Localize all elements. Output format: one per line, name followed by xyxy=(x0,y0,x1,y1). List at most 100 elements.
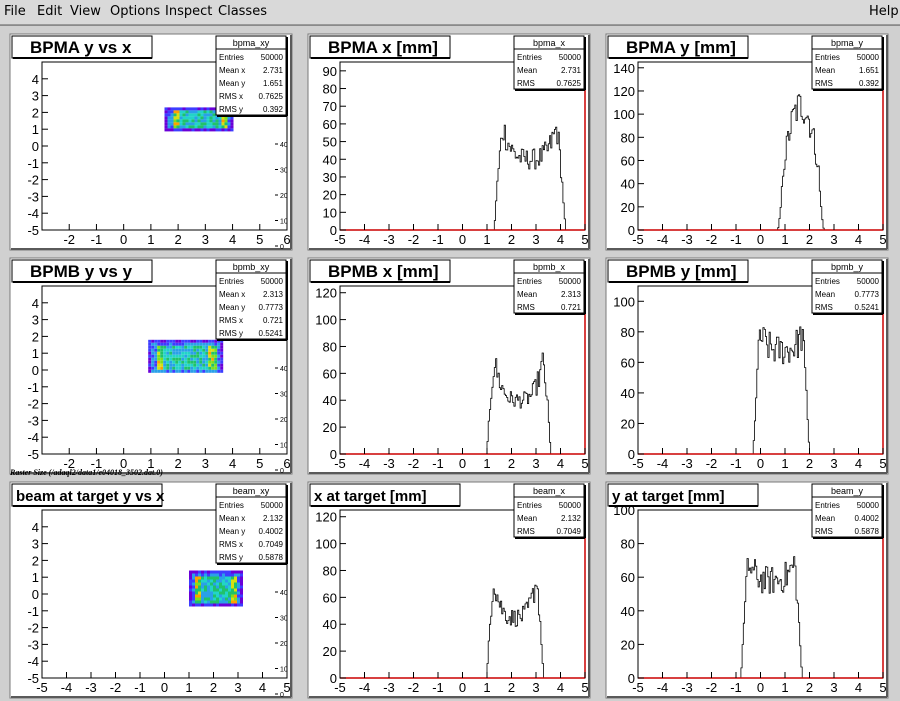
y-tick-label: 0 xyxy=(628,223,635,238)
x-tick-label: -1 xyxy=(730,456,742,471)
menu-file[interactable]: File xyxy=(4,4,26,19)
heatmap-cell xyxy=(175,342,179,346)
stats-key: Mean x xyxy=(219,66,245,75)
y-tick-label: -1 xyxy=(27,156,39,171)
heatmap-cell xyxy=(216,579,219,583)
heatmap-cell xyxy=(216,588,219,592)
heatmap-cell xyxy=(196,360,200,364)
heatmap-cell xyxy=(148,345,152,349)
heatmap-cell xyxy=(231,573,234,577)
heatmap-cell xyxy=(227,119,231,123)
stats-name: bpma_x xyxy=(533,38,566,48)
heatmap-cell xyxy=(224,122,228,126)
heatmap-cell xyxy=(224,128,228,132)
heatmap-cell xyxy=(198,582,201,586)
heatmap-cell xyxy=(166,363,170,367)
heatmap-cell xyxy=(208,369,212,373)
heatmap-cell xyxy=(216,591,219,595)
chart-title: BPMA y [mm] xyxy=(626,38,736,57)
heatmap-cell xyxy=(230,128,234,132)
heatmap-cell xyxy=(193,357,197,361)
heatmap-cell xyxy=(179,113,183,117)
heatmap-cell xyxy=(211,363,215,367)
heatmap-cell xyxy=(213,582,216,586)
heatmap-cell xyxy=(199,369,203,373)
x-tick-label: -2 xyxy=(110,680,122,695)
heatmap-cell xyxy=(184,357,188,361)
heatmap-cell xyxy=(189,603,192,607)
y-tick-label: 50 xyxy=(323,135,337,150)
heatmap-cell xyxy=(200,119,204,123)
x-tick-label: 4 xyxy=(229,456,236,471)
heatmap-cell xyxy=(230,125,234,129)
stats-value: 0.7049 xyxy=(557,527,582,536)
y-tick-label: 100 xyxy=(315,313,337,328)
heatmap-cell xyxy=(206,128,210,132)
menu-bar: File Edit View Options Inspect Classes H… xyxy=(0,0,900,25)
heatmap-cell xyxy=(193,369,197,373)
x-tick-label: 0 xyxy=(459,232,466,247)
heatmap-cell xyxy=(227,125,231,129)
heatmap-cell xyxy=(228,588,231,592)
heatmap-cell xyxy=(167,107,171,111)
y-tick-label: 2 xyxy=(32,105,39,120)
heatmap-cell xyxy=(199,351,203,355)
y-tick-label: 70 xyxy=(323,99,337,114)
heatmap-cell xyxy=(194,110,198,114)
heatmap-cell xyxy=(151,354,155,358)
menu-classes[interactable]: Classes xyxy=(218,4,267,19)
stats-box xyxy=(513,483,585,538)
heatmap-cell xyxy=(212,113,216,117)
heatmap-cell xyxy=(175,360,179,364)
heatmap-cell xyxy=(231,600,234,604)
menu-help[interactable]: Help xyxy=(869,4,899,19)
heatmap-cell xyxy=(214,342,218,346)
heatmap-cell xyxy=(160,345,164,349)
heatmap-cell xyxy=(198,573,201,577)
heatmap-cell xyxy=(191,119,195,123)
heatmap-cell xyxy=(213,585,216,589)
heatmap-cell xyxy=(172,345,176,349)
x-tick-label: 1 xyxy=(781,456,788,471)
heatmap-cell xyxy=(234,576,237,580)
heatmap-cell xyxy=(170,119,174,123)
heatmap-cell xyxy=(203,125,207,129)
menu-inspect[interactable]: Inspect xyxy=(165,4,213,19)
heatmap-cell xyxy=(217,345,221,349)
menu-options[interactable]: Options xyxy=(110,4,161,19)
stats-key: Entries xyxy=(219,277,244,286)
heatmap-cell xyxy=(204,591,207,595)
x-tick-label: 0 xyxy=(161,680,168,695)
x-tick-label: -3 xyxy=(383,232,395,247)
heatmap-cell xyxy=(210,573,213,577)
menu-view[interactable]: View xyxy=(70,4,101,19)
heatmap-cell xyxy=(204,588,207,592)
root-canvas[interactable]: 0 10 20 30 40 -2 -1 0 1 2 3 4 5 6 -5 -4 -3 -2 -1 0 1 2 3 4 BPMA … xyxy=(0,25,900,701)
x-tick-label: -5 xyxy=(334,680,346,695)
heatmap-cell xyxy=(197,113,201,117)
heatmap-cell xyxy=(163,354,167,358)
heatmap-cell xyxy=(195,585,198,589)
stats-box xyxy=(811,259,883,314)
heatmap-cell xyxy=(187,360,191,364)
x-tick-label: 5 xyxy=(283,680,290,695)
menu-edit[interactable]: Edit xyxy=(37,4,63,19)
heatmap-cell xyxy=(190,363,194,367)
heatmap-cell xyxy=(188,128,192,132)
heatmap-cell xyxy=(231,585,234,589)
x-tick-label: -3 xyxy=(85,680,97,695)
heatmap-cell xyxy=(160,360,164,364)
heatmap-cell xyxy=(160,354,164,358)
heatmap-cell xyxy=(231,588,234,592)
y-tick-label: 20 xyxy=(323,644,337,659)
y-tick-label: 0 xyxy=(330,447,337,462)
heatmap-cell xyxy=(205,366,209,370)
heatmap-cell xyxy=(214,363,218,367)
heatmap-cell xyxy=(216,585,219,589)
palette-tick-label: 40 xyxy=(280,366,288,373)
heatmap-cell xyxy=(209,128,213,132)
heatmap-cell xyxy=(189,597,192,601)
heatmap-cell xyxy=(234,573,237,577)
heatmap-cell xyxy=(220,366,224,370)
y-tick-label: 60 xyxy=(621,153,635,168)
